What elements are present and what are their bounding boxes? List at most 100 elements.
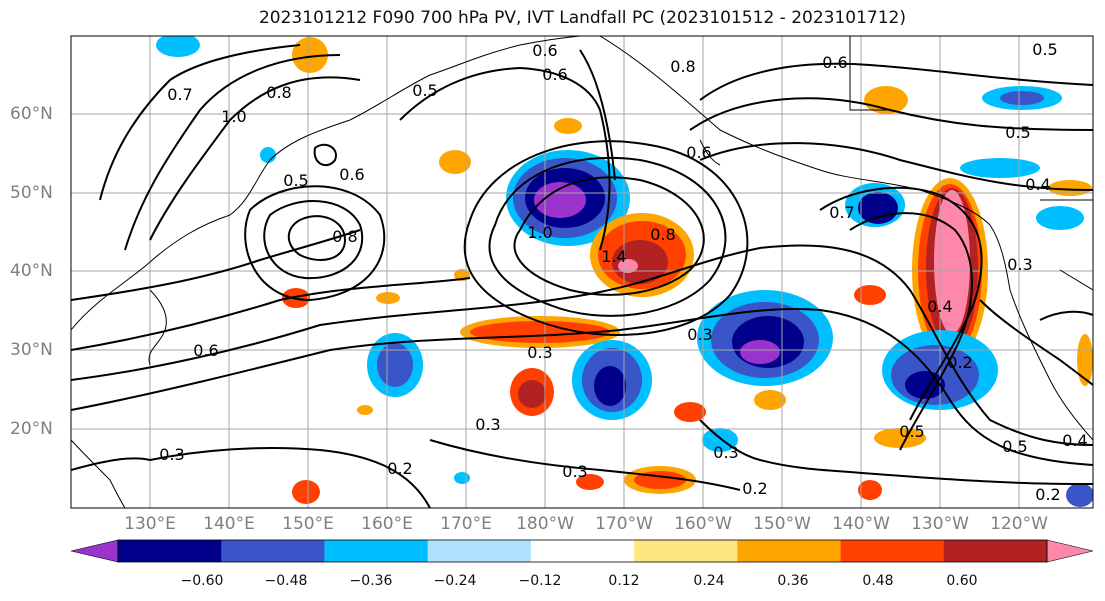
- contour-label: 0.3: [562, 462, 587, 481]
- shade-blob: [960, 158, 1040, 178]
- shade-blob: [439, 150, 471, 174]
- colorbar-tick-label: −0.48: [264, 573, 308, 589]
- shade-blob: [740, 340, 780, 364]
- shade-blob: [612, 240, 668, 284]
- contour-label: 0.5: [899, 422, 924, 441]
- coastlines: [71, 36, 1093, 508]
- colorbar-tick-label: −0.12: [518, 573, 562, 589]
- colorbar-tick-label: 0.36: [777, 573, 809, 589]
- colorbar-segment: [840, 540, 945, 562]
- contour-label: 0.3: [159, 445, 184, 464]
- shade-blob: [674, 402, 706, 422]
- colorbar: [70, 539, 1094, 563]
- colorbar-tick-label: −0.24: [433, 573, 477, 589]
- colorbar-segment: [1046, 539, 1094, 563]
- lat-label: 60°N: [10, 104, 53, 124]
- lon-label: 180°W: [516, 514, 574, 534]
- shade-blob: [858, 192, 898, 224]
- colorbar-tick-label: 0.12: [608, 573, 640, 589]
- contour-label: 0.7: [829, 203, 854, 222]
- lon-label: 140°E: [203, 514, 255, 534]
- colorbar-segment: [70, 539, 119, 563]
- lon-label: 170°E: [440, 514, 492, 534]
- contour-label: 0.8: [670, 57, 695, 76]
- shade-blob: [292, 37, 328, 73]
- shade-blob: [554, 118, 582, 134]
- colorbar-segment: [634, 540, 738, 562]
- contour-label: 0.7: [167, 85, 192, 104]
- shade-blob: [1077, 334, 1093, 386]
- lon-label: 130°E: [124, 514, 176, 534]
- lon-label: 160°W: [674, 514, 732, 534]
- shade-blob: [618, 259, 638, 273]
- contour-label: 0.2: [742, 479, 767, 498]
- contour-label: 1.4: [601, 247, 626, 266]
- colorbar-frame: [117, 539, 1048, 563]
- contour-label: 0.3: [1007, 255, 1032, 274]
- shade-blob: [1048, 180, 1092, 196]
- colorbar-tick-label: −0.36: [349, 573, 393, 589]
- contour-label: 0.8: [266, 83, 291, 102]
- lon-label: 160°E: [361, 514, 413, 534]
- shade-blob: [1066, 483, 1093, 507]
- shade-blob: [454, 472, 470, 484]
- colorbar-segment: [737, 540, 842, 562]
- contour-label: 0.4: [1025, 175, 1050, 194]
- shade-blob: [576, 474, 604, 490]
- graticule: [71, 36, 1093, 508]
- shade-blob: [377, 343, 413, 387]
- colorbar-segment: [118, 540, 222, 562]
- colorbar-segment: [943, 540, 1048, 562]
- colorbar-segment: [324, 540, 429, 562]
- contour-label: 0.6: [822, 53, 847, 72]
- lat-label: 30°N: [10, 340, 53, 360]
- shade-blob: [376, 292, 400, 304]
- lat-label: 50°N: [10, 183, 53, 203]
- contour-label: 0.8: [332, 227, 357, 246]
- shade-blob: [292, 480, 320, 504]
- map-title: 2023101212 F090 700 hPa PV, IVT Landfall…: [258, 8, 906, 28]
- contour-label: 0.3: [687, 325, 712, 344]
- shade-blob: [854, 285, 886, 305]
- lat-label: 20°N: [10, 419, 53, 439]
- contour-label: 0.3: [527, 343, 552, 362]
- contour-label: 0.4: [927, 297, 952, 316]
- contour-label: 1.0: [527, 223, 552, 242]
- shade-blob: [518, 380, 546, 408]
- lon-label: 150°E: [282, 514, 334, 534]
- lat-label: 40°N: [10, 261, 53, 281]
- shade-blob: [874, 428, 926, 448]
- contour-lines: [71, 44, 1093, 508]
- contour-label: 1.0: [221, 107, 246, 126]
- shade-blob: [905, 371, 945, 399]
- contour-label: 0.6: [542, 65, 567, 84]
- lon-label: 150°W: [753, 514, 811, 534]
- contour-label: 0.5: [1002, 437, 1027, 456]
- contour-label: 0.6: [339, 165, 364, 184]
- shade-blob: [934, 190, 970, 334]
- lon-label: 130°W: [911, 514, 969, 534]
- contour-label: 0.8: [650, 225, 675, 244]
- shade-blob: [1000, 91, 1044, 105]
- contour-label: 0.3: [713, 443, 738, 462]
- contour-label: 0.4: [1062, 431, 1087, 450]
- contour-label: 0.6: [193, 341, 218, 360]
- contour-label: 0.5: [1005, 123, 1030, 142]
- contour-label: 0.2: [1035, 485, 1060, 504]
- colorbar-segment: [221, 540, 325, 562]
- contour-label: 0.2: [947, 353, 972, 372]
- contour-label: 0.5: [412, 81, 437, 100]
- shade-blob: [534, 182, 586, 218]
- shade-blob: [156, 36, 200, 57]
- shade-blob: [858, 480, 882, 500]
- contour-label: 0.6: [686, 143, 711, 162]
- shade-blob: [260, 147, 276, 163]
- map-frame: [70, 35, 1094, 509]
- shade-blob: [754, 390, 786, 410]
- contour-label: 0.3: [475, 415, 500, 434]
- colorbar-tick-label: 0.60: [946, 573, 978, 589]
- contour-label: 0.5: [1032, 40, 1057, 59]
- colorbar-segment: [427, 540, 532, 562]
- colorbar-tick-label: −0.60: [180, 573, 224, 589]
